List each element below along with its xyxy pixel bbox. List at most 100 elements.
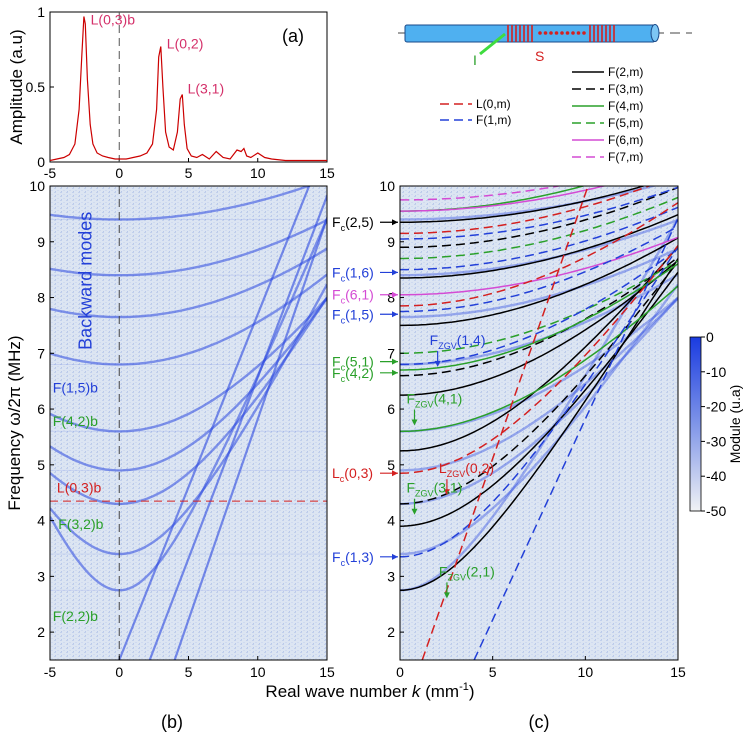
panel-b-ytick-label: 10 [29, 178, 45, 194]
schematic-dot [560, 31, 564, 35]
schematic-measure-points [507, 25, 615, 42]
legend-label: F(1,m) [476, 113, 511, 127]
colorbar-tick-label: -20 [706, 399, 726, 415]
panel-c-zgv-arrowhead [443, 592, 450, 599]
schematic-dot [576, 31, 581, 35]
panel-c-background [400, 186, 678, 660]
panel-c-zgv-label: FZGV(1,4) [430, 332, 486, 351]
panel-c-dispersion-line [473, 216, 678, 660]
panel-b-mode-curve [50, 297, 327, 472]
panel-c-spectrum-curve [400, 247, 678, 319]
panel-c-dispersion-curve [400, 186, 652, 235]
legend-label: F(3,m) [608, 82, 643, 96]
panel-c-letter: (c) [529, 712, 550, 732]
legend-label: F(7,m) [608, 150, 643, 164]
panel-c-cutoff-label: Fc(1,6) [332, 264, 374, 283]
colorbar: 0 -10 -20 -30 -40 -50 Module (u.a) [689, 329, 743, 519]
panel-c-dispersion-curve [400, 186, 563, 201]
panel-c-cutoff-label: Fc(4,2) [332, 365, 374, 384]
panel-b-mode-line [118, 186, 311, 660]
panel-c-zgv-label: FZGV(3,1) [406, 480, 462, 499]
panel-a-peak-label: L(3,1) [188, 81, 225, 97]
panel-c-cutoff-arrowhead [392, 269, 398, 276]
schematic-dot [538, 31, 542, 35]
panel-b-mode-label: F(2,2)b [53, 608, 98, 624]
panel-b-xtick-label: 10 [250, 664, 266, 680]
panel-c-ytick-label: 2 [387, 624, 395, 640]
panel-a-ylabel: Amplitude (a.u) [7, 29, 26, 144]
panel-a-xtick-label: 15 [319, 165, 335, 181]
panel-c-cutoff-arrowhead [392, 358, 398, 365]
schematic-laser-beam [479, 32, 506, 56]
panel-c-ytick-label: 9 [387, 234, 395, 250]
panel-b-mode-curve [50, 297, 327, 433]
panel-b-letter: (b) [161, 712, 183, 732]
panel-c-dispersion-curve [400, 225, 678, 313]
panel-c-cutoff-arrowhead [392, 553, 398, 560]
panel-c-zgv-arrowhead [411, 419, 418, 426]
panel-c-dispersion-curve [400, 196, 678, 260]
legend-label: F(6,m) [608, 133, 643, 147]
panel-c-xtick-label: 10 [578, 664, 594, 680]
panel-c-cutoff-arrowhead [392, 219, 398, 226]
panel-b-ytick-label: 9 [37, 234, 45, 250]
panel-a-xtick-label: 0 [115, 165, 123, 181]
schematic-dot [582, 31, 586, 35]
panel-c-dispersion-curve [400, 257, 678, 592]
panel-c-spectrum-curve [400, 296, 678, 506]
panel-b-xtick-label: -5 [44, 664, 57, 680]
panel-c-cutoff-label: Fc(1,5) [332, 306, 374, 325]
panel-b-ytick-label: 5 [37, 457, 45, 473]
panel-c-cutoff-label: Lc(0,3) [332, 465, 373, 484]
schematic-dot [565, 31, 570, 35]
panel-b-mode-label: F(1,5)b [53, 379, 98, 395]
colorbar-tick-label: -50 [706, 503, 726, 519]
panel-b-xtick-label: 5 [185, 664, 193, 680]
panel-b-ylabel: Frequency ω/2π (MHz) [5, 335, 24, 510]
panel-c-ytick-label: 3 [387, 568, 395, 584]
panel-c-xtick-label: 5 [489, 664, 497, 680]
panel-a-ytick-label: 0.5 [26, 79, 46, 95]
panel-b-ytick-label: 3 [37, 568, 45, 584]
panel-c-cutoff-label: Fc(6,1) [332, 287, 374, 306]
panel-c-dispersion-curve [400, 236, 678, 296]
panel-c-xtick-label: 0 [396, 664, 404, 680]
panel-c-dispersion-curve [400, 262, 678, 371]
colorbar-gradient [689, 336, 702, 512]
panel-b-mode-label: L(0,3)b [57, 480, 102, 496]
panel-a-xtick-label: -5 [44, 165, 57, 181]
colorbar-tick-label: -30 [706, 433, 726, 449]
panel-c-cutoff-label: Fc(1,3) [332, 549, 374, 568]
legend-label: L(0,m) [476, 97, 511, 111]
panel-a-ytick-label: 0 [37, 154, 45, 170]
panel-c-dispersion-curve [400, 201, 678, 307]
panel-c-dispersion-curve [400, 186, 678, 240]
panel-b-mode-curve [50, 186, 312, 221]
panel-c-cutoff-arrowhead [392, 291, 398, 298]
panel-a-spectrum-line [50, 16, 327, 162]
panel-b: -5 0 5 10 15 2 3 4 5 6 7 8 9 10 Backward modes F(1,5)b… [5, 178, 335, 732]
panel-c-dispersion-curve [400, 270, 678, 527]
panel-c-dispersion-curve [400, 186, 607, 212]
panel-c-cutoff-label: Fc(5,1) [332, 354, 374, 373]
panel-c-spectrum-curve [400, 186, 658, 221]
panel-a-xtick-label: 5 [185, 165, 193, 181]
schematic-label-i: I [473, 52, 477, 68]
panel-c-zgv-arrowhead [434, 360, 441, 367]
panel-b-mode-curve [50, 218, 327, 277]
panel-c-dispersion-curve [400, 237, 678, 327]
panel-b-ytick-label: 7 [37, 345, 45, 361]
colorbar-tick-label: -40 [706, 468, 726, 484]
legend-label: F(2,m) [608, 65, 643, 79]
schematic-dot [571, 31, 575, 35]
panel-c-dispersion-curve [400, 247, 678, 366]
panel-c-zgv-label: LZGV(0,2) [439, 460, 494, 479]
panel-b-xtick-label: 0 [115, 664, 123, 680]
panel-c-xtick-label: 15 [670, 664, 686, 680]
panel-c-dispersion-curve [400, 245, 678, 558]
panel-c-cutoff-arrowhead [392, 470, 398, 477]
panel-c-dispersion-curve [400, 206, 678, 271]
panel-c-ytick-label: 10 [379, 178, 395, 194]
panel-c-frame [399, 185, 679, 661]
